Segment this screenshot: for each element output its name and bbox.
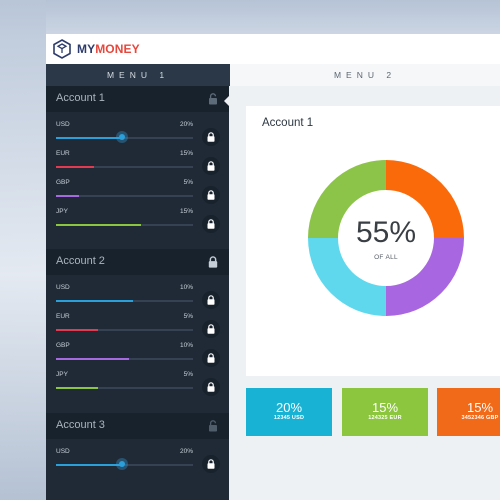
currency-label: GBP xyxy=(56,179,70,186)
stat-percent: 15% xyxy=(371,400,399,415)
allocation-row: USD 20% xyxy=(46,121,229,146)
allocation-row: GBP 10% xyxy=(46,342,229,367)
percent-label: 15% xyxy=(179,208,193,215)
percent-label: 20% xyxy=(179,121,193,128)
allocation-slider[interactable] xyxy=(56,387,193,389)
donut-slice-4 xyxy=(308,160,386,238)
slider-fill xyxy=(56,387,99,389)
donut-slice-1 xyxy=(386,160,464,238)
lock-icon[interactable] xyxy=(202,378,220,396)
allocation-slider[interactable] xyxy=(56,329,193,331)
slider-fill xyxy=(56,358,129,360)
currency-label: JPY xyxy=(56,208,68,215)
lock-icon[interactable] xyxy=(202,128,220,146)
slider-fill xyxy=(56,300,133,302)
brand-name: MYMONEY xyxy=(77,42,140,56)
account-title: Account 2 xyxy=(56,255,105,267)
tab-bar: MENU 1 MENU 2 xyxy=(46,64,500,86)
percent-label: 10% xyxy=(179,342,193,349)
allocation-row: USD 20% xyxy=(46,448,229,473)
slider-fill xyxy=(56,166,95,168)
allocation-slider[interactable] xyxy=(56,195,193,197)
card-title: Account 1 xyxy=(262,117,314,129)
percent-label: 5% xyxy=(183,179,193,186)
percent-label: 5% xyxy=(183,313,193,320)
donut-chart xyxy=(308,160,464,316)
lock-icon[interactable] xyxy=(202,455,220,473)
tab-menu-1[interactable]: MENU 1 xyxy=(46,64,230,86)
allocation-slider[interactable] xyxy=(56,166,193,168)
stat-amount: 12345 USD xyxy=(273,415,305,421)
slider-fill xyxy=(56,224,141,226)
active-pointer xyxy=(224,96,229,106)
percent-label: 15% xyxy=(179,150,193,157)
currency-label: USD xyxy=(56,121,70,128)
allocation-row: EUR 15% xyxy=(46,150,229,175)
app-window: MYMONEY MENU 1 MENU 2 Account 1 USD 20% EUR… xyxy=(46,34,500,500)
slider-handle[interactable] xyxy=(115,131,128,143)
stat-percent: 15% xyxy=(466,400,494,415)
allocation-slider[interactable] xyxy=(56,300,193,302)
currency-label: GBP xyxy=(56,342,70,349)
allocation-row: JPY 5% xyxy=(46,371,229,396)
stat-percent: 20% xyxy=(275,400,303,415)
lock-icon[interactable] xyxy=(208,255,218,268)
account-title: Account 1 xyxy=(56,92,105,104)
slider-fill xyxy=(56,329,99,331)
background-left xyxy=(0,0,46,500)
slider-fill xyxy=(56,464,122,466)
stat-amount: 3452346 GBP xyxy=(461,415,499,421)
allocation-row: GBP 5% xyxy=(46,179,229,204)
sidebar: Account 1 USD 20% EUR 15% GBP 5% JPY 15% Account … xyxy=(46,86,229,500)
percent-label: 5% xyxy=(183,371,193,378)
background-top xyxy=(0,0,500,34)
allocation-slider[interactable] xyxy=(56,458,193,470)
account-title: Account 3 xyxy=(56,419,105,431)
percent-label: 10% xyxy=(179,284,193,291)
allocation-row: USD 10% xyxy=(46,284,229,309)
lock-icon[interactable] xyxy=(202,349,220,367)
donut-center-value: 55% xyxy=(355,216,417,249)
allocation-slider[interactable] xyxy=(56,224,193,226)
lock-icon[interactable] xyxy=(202,215,220,233)
currency-label: USD xyxy=(56,448,70,455)
percent-label: 20% xyxy=(179,448,193,455)
currency-label: USD xyxy=(56,284,70,291)
stat-tile-1[interactable]: 20% 12345 USD xyxy=(246,388,332,436)
cube-logo-icon[interactable] xyxy=(52,39,72,59)
lock-icon[interactable] xyxy=(202,320,220,338)
account-summary-card: Account 1 55% OF ALL xyxy=(246,106,500,376)
currency-label: EUR xyxy=(56,313,70,320)
unlock-icon[interactable] xyxy=(208,419,218,432)
currency-label: EUR xyxy=(56,150,70,157)
account-header-1[interactable]: Account 1 xyxy=(46,86,229,112)
allocation-slider[interactable] xyxy=(56,358,193,360)
slider-handle[interactable] xyxy=(115,458,128,470)
allocation-row: JPY 15% xyxy=(46,208,229,233)
account-header-2[interactable]: Account 2 xyxy=(46,249,229,275)
stat-tile-2[interactable]: 15% 124325 EUR xyxy=(342,388,428,436)
account-header-3[interactable]: Account 3 xyxy=(46,413,229,439)
tab-menu-2[interactable]: MENU 2 xyxy=(230,64,500,86)
lock-icon[interactable] xyxy=(202,291,220,309)
currency-label: JPY xyxy=(56,371,68,378)
donut-slice-3 xyxy=(308,238,386,316)
donut-slice-2 xyxy=(386,238,464,316)
stat-tile-3[interactable]: 15% 3452346 GBP xyxy=(437,388,500,436)
lock-icon[interactable] xyxy=(202,157,220,175)
donut-center-label: OF ALL xyxy=(374,254,398,261)
allocation-row: EUR 5% xyxy=(46,313,229,338)
top-bar: MYMONEY xyxy=(46,34,500,64)
stat-amount: 124325 EUR xyxy=(368,415,402,421)
allocation-slider[interactable] xyxy=(56,131,193,143)
unlock-icon[interactable] xyxy=(208,92,218,105)
slider-fill xyxy=(56,137,122,139)
slider-fill xyxy=(56,195,80,197)
lock-icon[interactable] xyxy=(202,186,220,204)
